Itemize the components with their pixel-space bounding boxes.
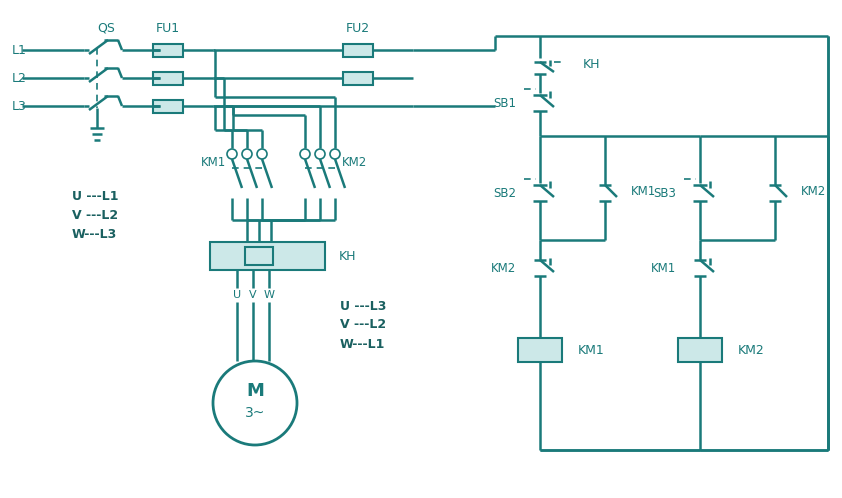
Text: M: M — [246, 382, 264, 400]
Text: FU1: FU1 — [156, 21, 180, 34]
Bar — [245, 247, 273, 265]
Text: U ---L3: U ---L3 — [340, 299, 386, 313]
Text: KM1: KM1 — [651, 261, 676, 274]
Text: KM2: KM2 — [342, 155, 367, 168]
Text: L1: L1 — [12, 43, 27, 56]
Text: KH: KH — [338, 249, 356, 262]
Text: KM1: KM1 — [200, 155, 226, 168]
Text: V ---L2: V ---L2 — [72, 209, 118, 222]
Text: QS: QS — [97, 21, 115, 34]
Text: KM2: KM2 — [491, 261, 516, 274]
Text: KH: KH — [584, 57, 600, 71]
Text: W---L3: W---L3 — [72, 228, 117, 241]
Text: U ---L1: U ---L1 — [72, 190, 119, 203]
Bar — [518, 338, 562, 362]
Text: 3~: 3~ — [245, 406, 265, 420]
Text: KM1: KM1 — [578, 344, 605, 357]
Bar — [210, 242, 325, 270]
Text: V ---L2: V ---L2 — [340, 319, 386, 332]
Text: V: V — [249, 290, 257, 300]
Text: KM2: KM2 — [801, 184, 826, 198]
Text: W: W — [264, 290, 274, 300]
Bar — [153, 43, 183, 56]
Text: SB2: SB2 — [493, 186, 516, 200]
Text: L3: L3 — [12, 100, 27, 113]
Bar — [343, 43, 373, 56]
Bar — [343, 72, 373, 85]
Text: FU2: FU2 — [346, 21, 370, 34]
Text: KM2: KM2 — [738, 344, 765, 357]
Text: U: U — [233, 290, 241, 300]
Text: SB1: SB1 — [493, 97, 516, 110]
Text: SB3: SB3 — [653, 186, 676, 200]
Bar — [153, 100, 183, 113]
Text: W---L1: W---L1 — [340, 338, 386, 351]
Text: L2: L2 — [12, 72, 27, 85]
Bar — [678, 338, 722, 362]
Bar — [153, 72, 183, 85]
Text: KM1: KM1 — [631, 184, 656, 198]
